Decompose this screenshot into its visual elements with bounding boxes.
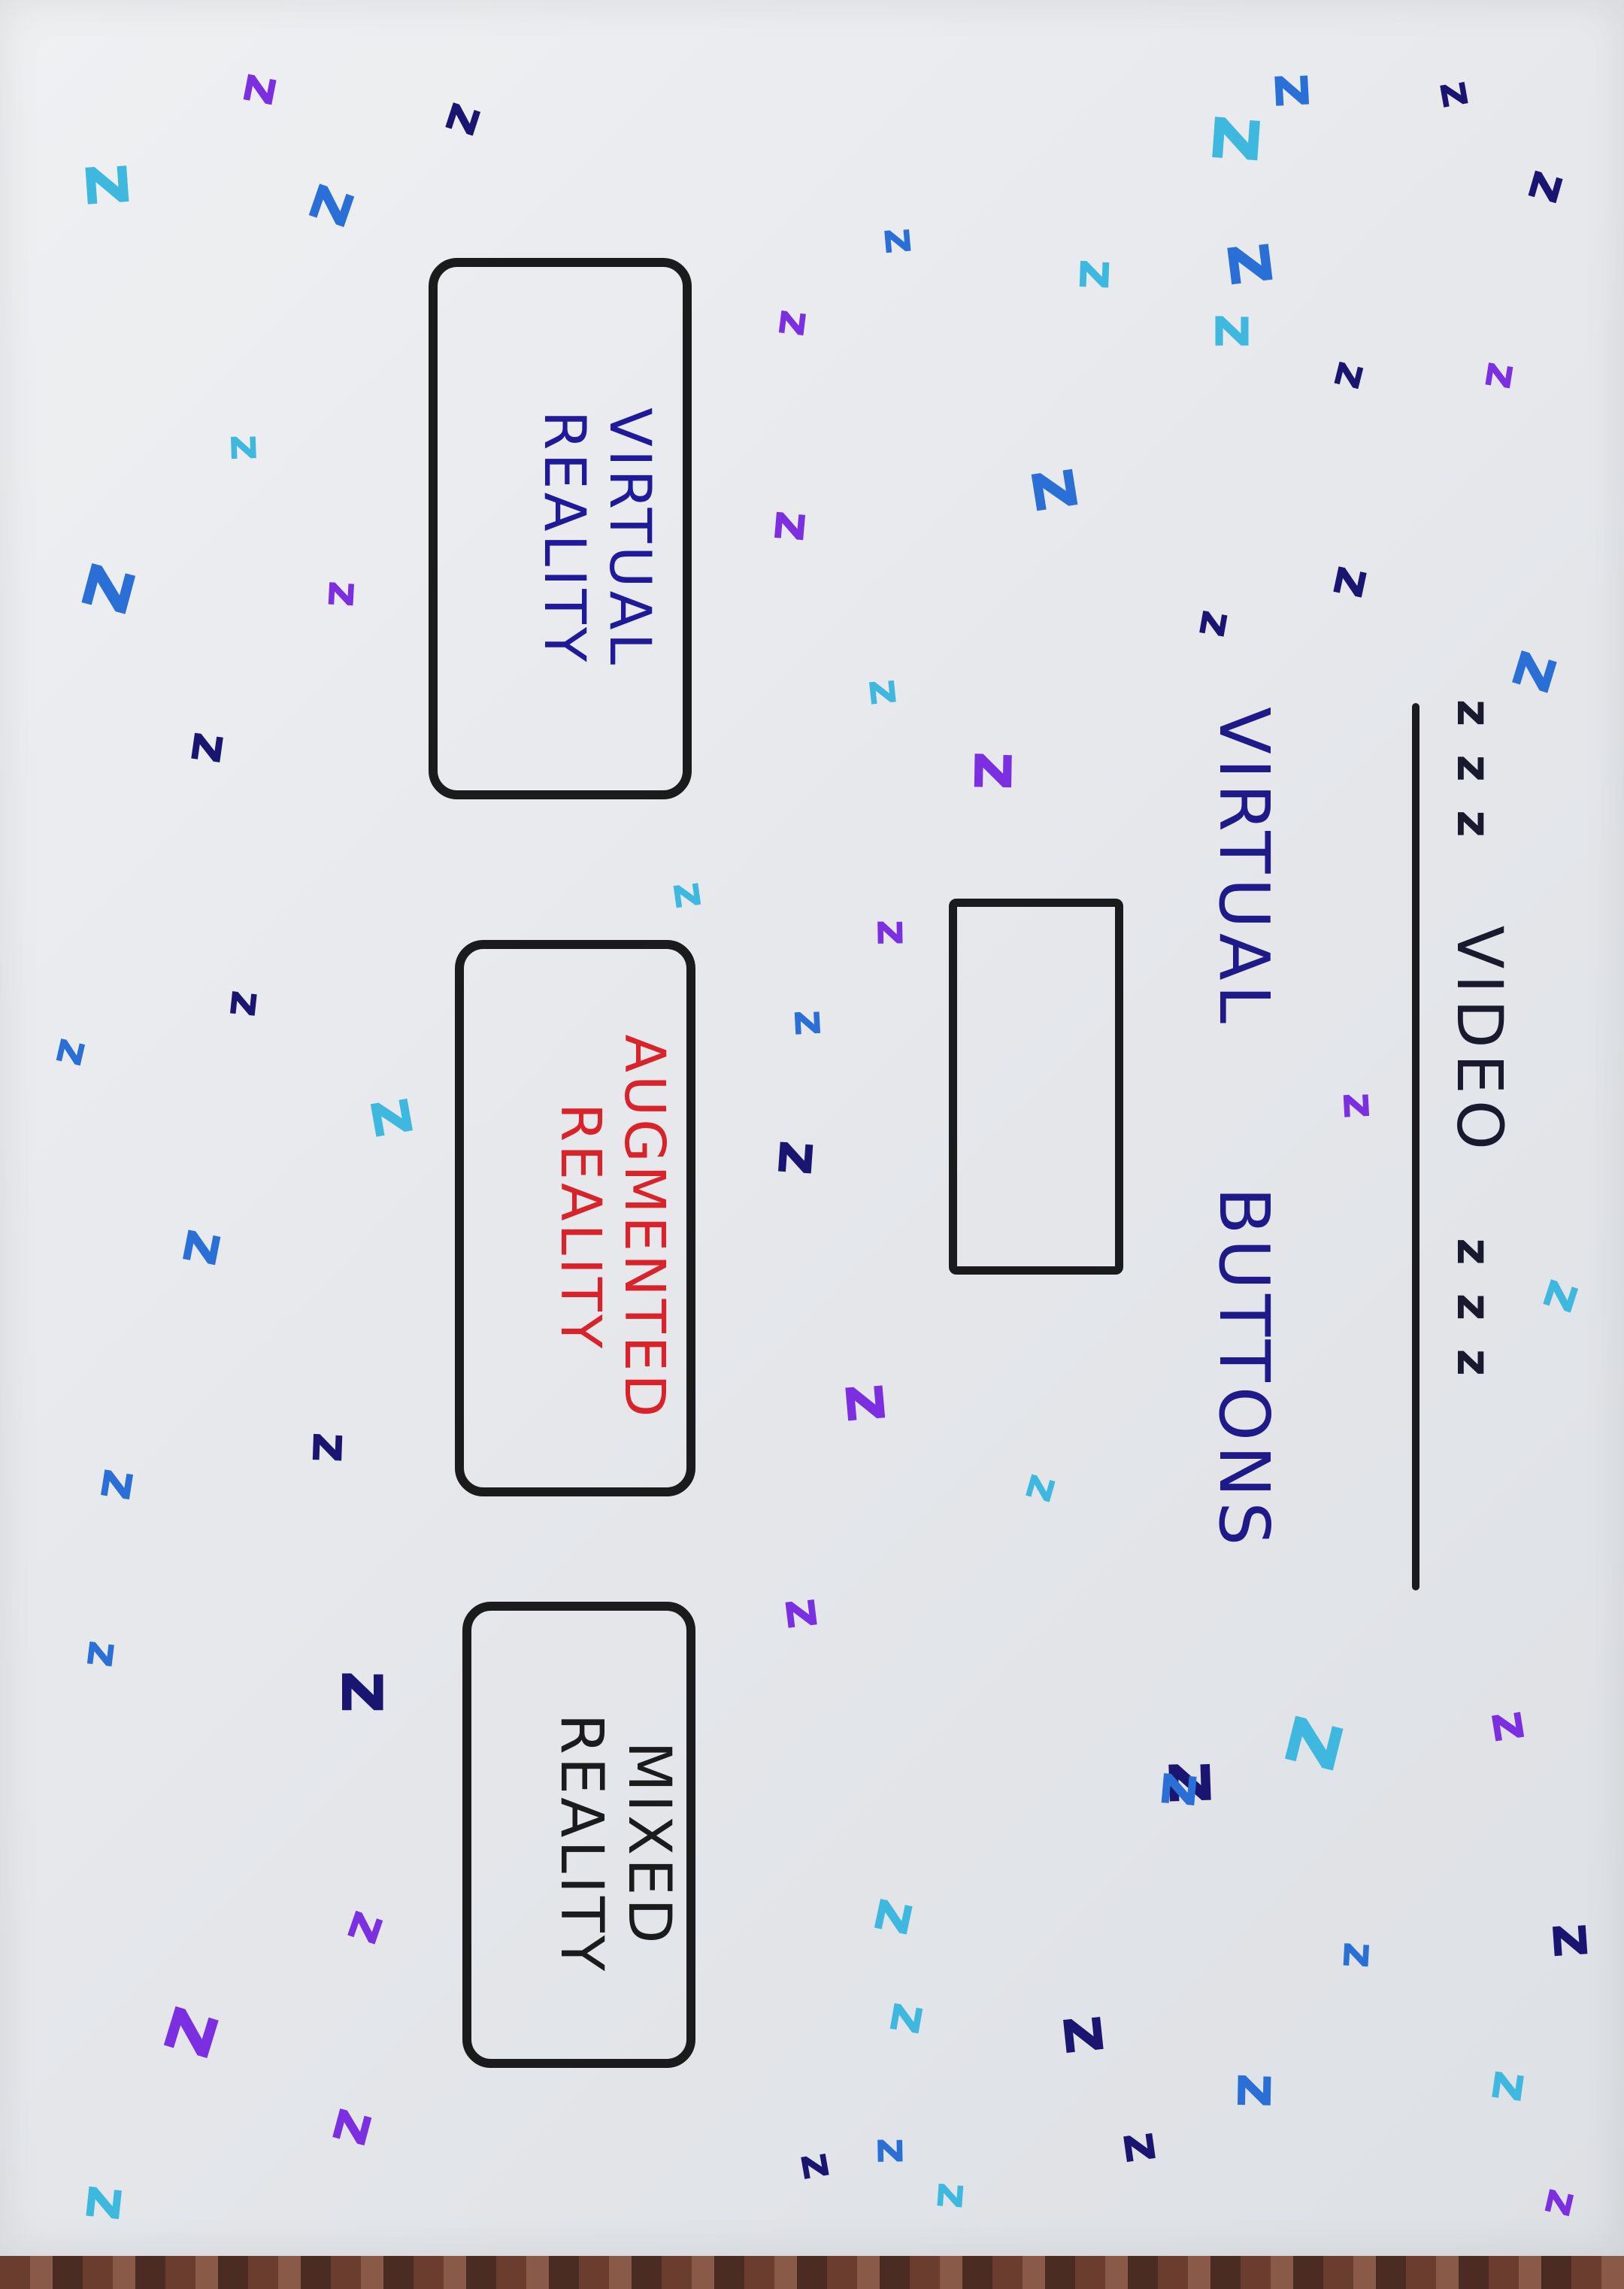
virtual-reality-line2: REALITY [531,410,598,665]
z-mark: z [324,1669,413,1714]
z-mark: z [783,1008,838,1038]
augmented-reality-label: AUGMENTED REALITY [547,994,677,1460]
z-mark: z [71,2182,145,2225]
z-mark: z [957,750,1038,792]
z-mark: z [767,307,823,340]
z-mark: z [75,1638,132,1671]
z-mark: z [1192,111,1292,167]
virtual-reality-button[interactable]: VIRTUAL REALITY [429,258,692,799]
z-mark: z [218,987,274,1020]
z-mark: z [772,1593,838,1633]
augmented-reality-line2: REALITY [547,1102,613,1352]
title-marks-before: z z z [1447,699,1501,844]
z-mark: z [763,1138,836,1178]
z-mark: z [1046,2010,1129,2058]
z-mark: z [67,159,158,210]
mixed-reality-line1: MIXED [615,1741,683,1947]
augmented-reality-line1: AUGMENTED [612,1034,677,1420]
page-title: z z z VIDEO z z z [1443,699,1516,1382]
mixed-reality-label: MIXED REALITY [547,1648,683,2039]
title-text: VIDEO [1443,925,1516,1156]
z-mark: z [1201,313,1271,349]
z-mark: z [299,1431,363,1464]
z-mark: z [1260,71,1332,110]
z-mark: z [926,2181,980,2211]
mixed-reality-line2: REALITY [547,1713,616,1975]
title-marks-after: z z z [1447,1238,1501,1382]
background-surface [0,2256,1624,2289]
z-mark: z [1208,235,1302,290]
z-mark: z [1332,1090,1386,1120]
z-mark: z [829,1379,911,1426]
z-mark: z [1538,1920,1610,1960]
virtual-reality-label: VIRTUAL REALITY [531,312,664,763]
z-mark: z [1147,1769,1220,1811]
z-mark: z [873,225,928,256]
z-mark: z [866,2136,920,2165]
z-mark: z [866,918,920,947]
video-placeholder [949,899,1123,1275]
z-mark: z [1332,1940,1386,1970]
z-mark: z [1223,2072,1294,2109]
mixed-reality-button[interactable]: MIXED REALITY [462,1602,695,2068]
z-mark: z [317,579,371,609]
z-mark: z [761,508,826,544]
z-mark: z [219,433,274,462]
subtitle: VIRTUAL BUTTONS [1204,707,1284,1551]
virtual-reality-line1: VIRTUAL [597,407,664,669]
z-mark: z [1066,258,1130,291]
title-underline [1412,703,1419,1590]
z-mark: z [857,675,914,708]
augmented-reality-button[interactable]: AUGMENTED REALITY [455,940,695,1496]
